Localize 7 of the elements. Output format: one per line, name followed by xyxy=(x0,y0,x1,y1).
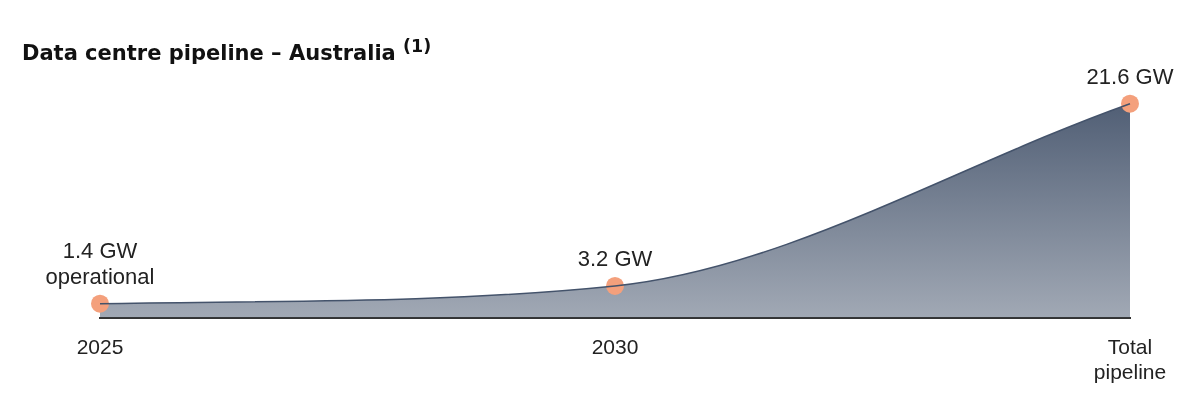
data-label: 3.2 GW xyxy=(577,245,653,271)
x-tick-label: Total pipeline xyxy=(1093,335,1167,384)
data-label: 1.4 GW operational xyxy=(45,237,155,289)
x-tick-label: 2030 xyxy=(591,335,639,358)
x-tick-label: 2025 xyxy=(76,335,124,358)
data-label: 21.6 GW xyxy=(1086,63,1174,89)
chart-title: Data centre pipeline – Australia $^{(1)}$ xyxy=(22,36,432,65)
